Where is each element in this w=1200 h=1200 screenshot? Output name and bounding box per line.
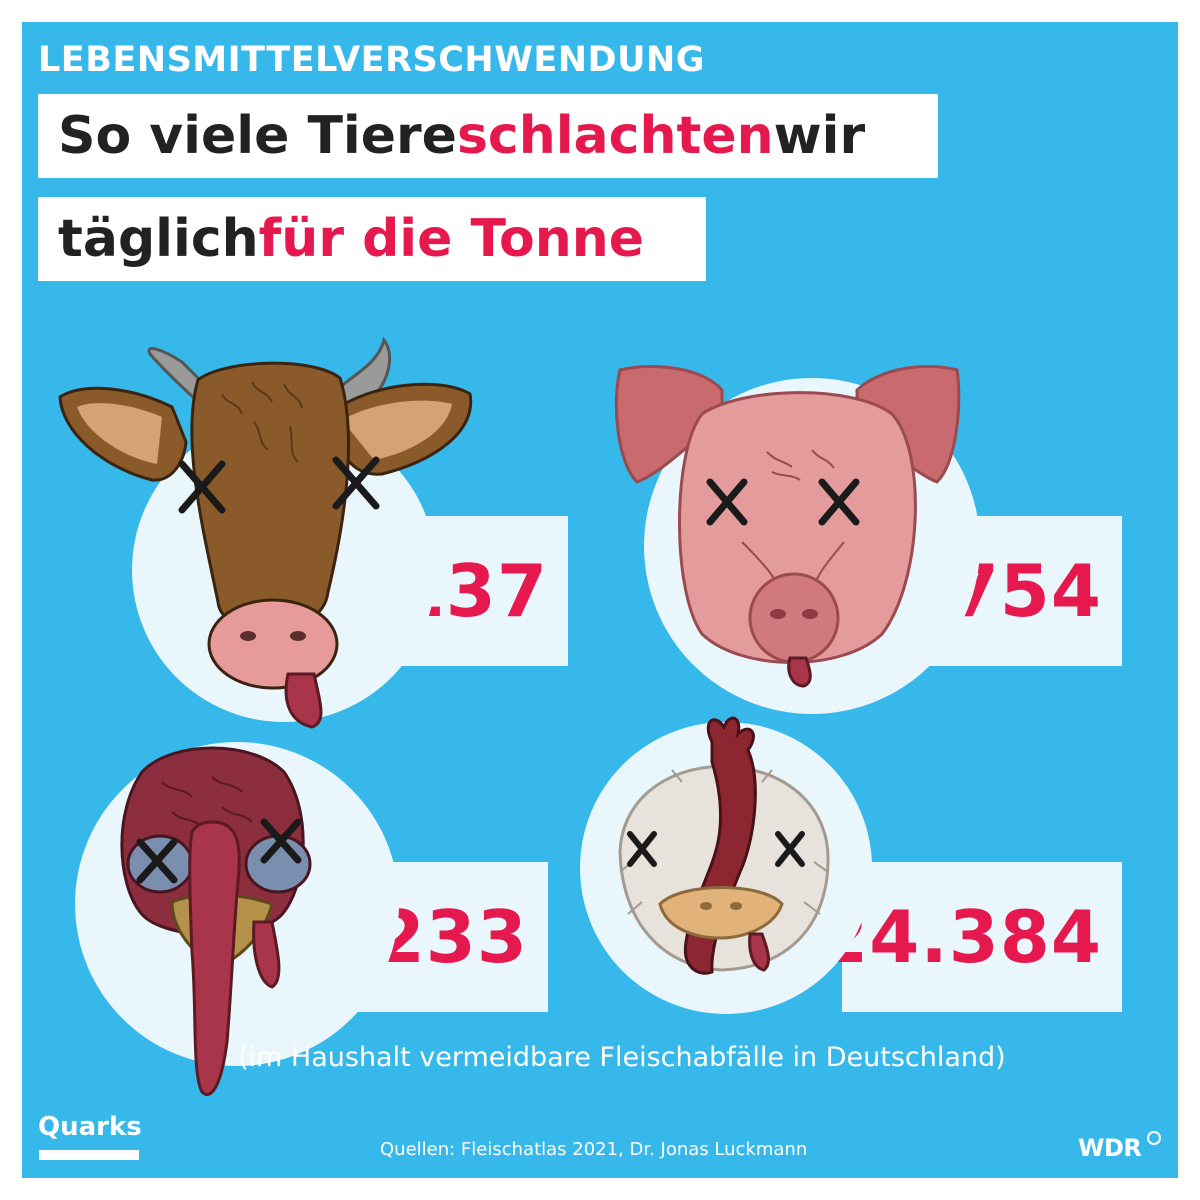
infographic-frame: LEBENSMITTELVERSCHWENDUNG So viele Tiere…	[22, 22, 1178, 1178]
quarks-logo-bar	[39, 1150, 139, 1160]
wdr-logo: WDR	[1078, 1134, 1142, 1162]
headline-line-1: So viele Tiere schlachten wir	[38, 94, 938, 178]
pig-icon	[614, 364, 961, 688]
chicken-icon	[618, 716, 830, 975]
headline-highlight: schlachten	[456, 106, 774, 166]
turkey-icon	[120, 746, 312, 1096]
headline-line-2: täglich für die Tonne	[38, 197, 706, 281]
footnote: (im Haushalt vermeidbare Fleischabfälle …	[238, 1042, 1006, 1073]
animal-illustrations	[58, 336, 980, 1096]
kicker-label: LEBENSMITTELVERSCHWENDUNG	[38, 40, 706, 80]
wdr-logo-mark	[1147, 1131, 1161, 1145]
sources-note: Quellen: Fleischatlas 2021, Dr. Jonas Lu…	[380, 1139, 808, 1160]
headline-text: wir	[773, 106, 866, 166]
cow-icon	[58, 336, 473, 729]
headline-text: täglich	[58, 209, 259, 269]
headline-text: So viele Tiere	[58, 106, 457, 166]
quarks-logo: Quarks	[38, 1112, 142, 1142]
headline-highlight: für die Tonne	[258, 209, 645, 269]
